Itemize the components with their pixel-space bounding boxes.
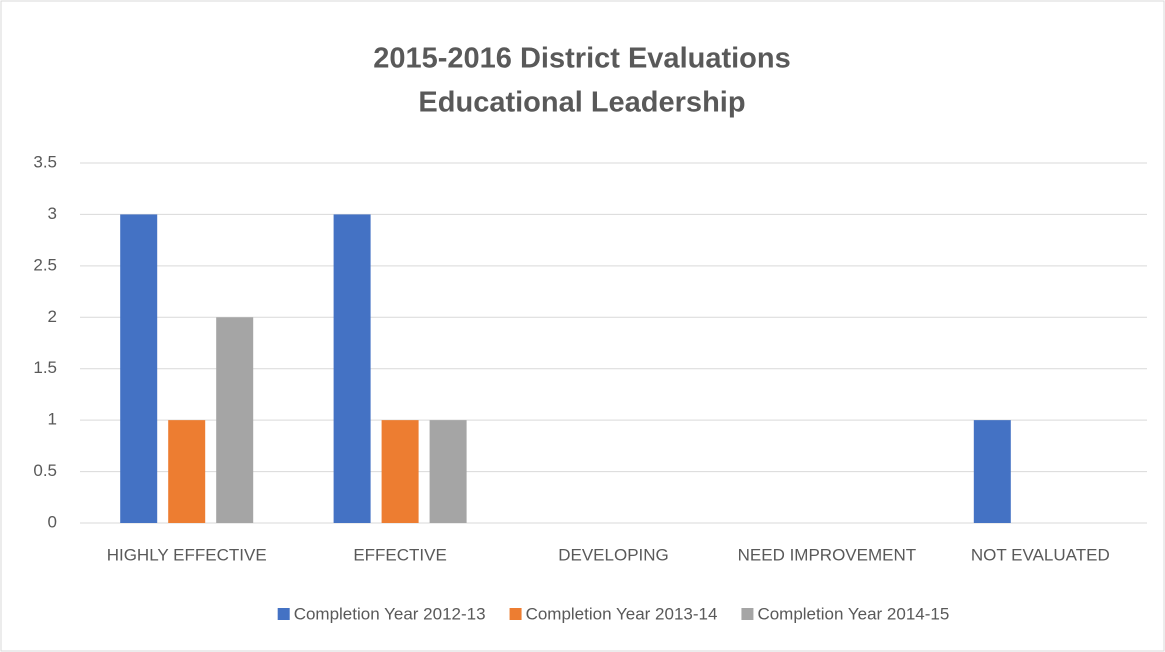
legend-label: Completion Year 2013-14 — [526, 604, 718, 623]
y-tick-label: 0.5 — [33, 461, 57, 480]
bar — [333, 214, 371, 523]
y-tick-label: 0 — [48, 512, 57, 531]
y-tick-label: 1 — [48, 410, 57, 429]
x-tick-label: EFFECTIVE — [353, 545, 447, 564]
x-tick-label: DEVELOPING — [558, 545, 669, 564]
bar — [381, 420, 419, 523]
legend-label: Completion Year 2014-15 — [757, 604, 949, 623]
x-tick-label: NOT EVALUATED — [971, 545, 1110, 564]
x-tick-label: HIGHLY EFFECTIVE — [107, 545, 267, 564]
y-tick-label: 1.5 — [33, 358, 57, 377]
y-tick-label: 2 — [48, 307, 57, 326]
chart-title: 2015-2016 District Evaluations — [373, 43, 790, 75]
bar — [216, 317, 254, 523]
legend-swatch — [509, 608, 522, 620]
y-tick-label: 3 — [48, 204, 57, 223]
y-tick-label: 2.5 — [33, 255, 57, 274]
bar — [168, 420, 206, 523]
x-tick-label: NEED IMPROVEMENT — [738, 545, 917, 564]
legend-label: Completion Year 2012-13 — [294, 604, 486, 623]
y-tick-label: 3.5 — [33, 152, 57, 171]
chart-title: Educational Leadership — [418, 87, 745, 119]
legend-swatch — [277, 608, 290, 620]
bar — [120, 214, 158, 523]
bar — [973, 420, 1011, 523]
legend-swatch — [741, 608, 754, 620]
bar — [429, 420, 467, 523]
